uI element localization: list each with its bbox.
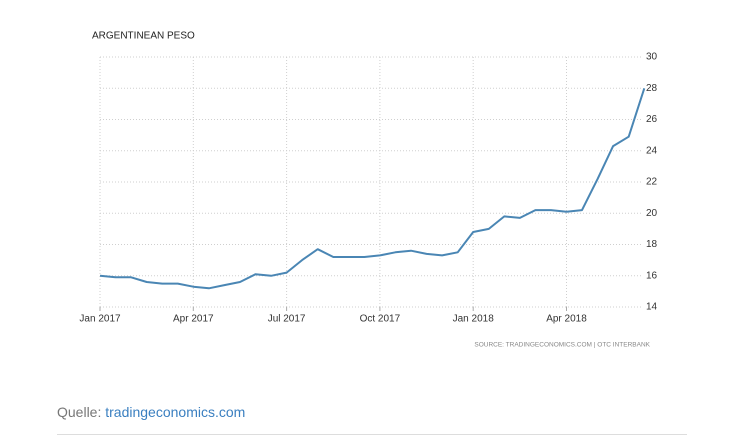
footer-label: Quelle: <box>57 404 102 420</box>
y-tick-label: 26 <box>646 114 658 125</box>
line <box>99 87 646 290</box>
y-tick-label: 24 <box>646 145 658 156</box>
y-tick-label: 20 <box>646 208 658 219</box>
y-tick-label: 28 <box>646 83 658 94</box>
chart: ARGENTINEAN PESO SOURCE: TRADINGECONOMIC… <box>79 31 658 349</box>
y-tick-label: 22 <box>646 177 658 188</box>
y-tick-label: 14 <box>646 302 658 313</box>
footer-link[interactable]: tradingeconomics.com <box>105 404 246 420</box>
x-tick-label: Oct 2017 <box>360 314 401 325</box>
x-tick-label: Jan 2017 <box>79 314 121 325</box>
chart-title: ARGENTINEAN PESO <box>92 31 195 42</box>
y-tick-label: 16 <box>646 270 658 281</box>
divider <box>57 434 687 435</box>
x-tick-label: Apr 2018 <box>546 314 587 325</box>
footer: Quelle: tradingeconomics.com <box>57 404 245 420</box>
x-tick-label: Jan 2018 <box>453 314 495 325</box>
y-tick-label: 30 <box>646 52 658 63</box>
x-tick-label: Jul 2017 <box>268 314 306 325</box>
x-tick-label: Apr 2017 <box>173 314 214 325</box>
y-tick-label: 18 <box>646 239 658 250</box>
source: SOURCE: TRADINGECONOMICS.COM | OTC INTER… <box>474 342 650 349</box>
